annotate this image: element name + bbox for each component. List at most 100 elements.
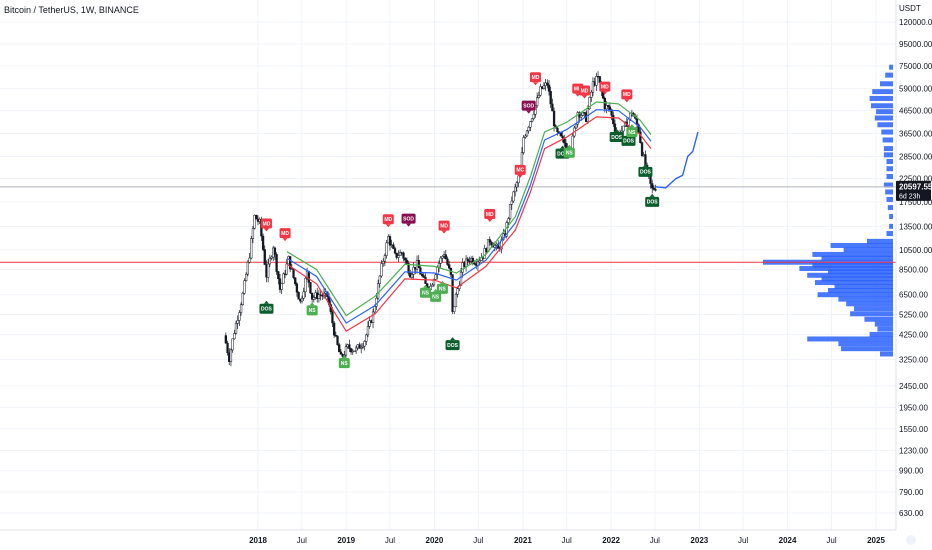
- candle-body: [512, 191, 515, 202]
- candle-body: [588, 97, 591, 110]
- candle-body: [395, 252, 398, 258]
- current-price-countdown: 6d 23h: [899, 193, 921, 200]
- signal-dos[interactable]: DOS: [609, 129, 624, 143]
- svg-text:MD: MD: [532, 75, 540, 81]
- svg-text:DOS: DOS: [557, 151, 569, 157]
- candle-body: [236, 320, 239, 324]
- time-tick-label: 2022: [602, 536, 620, 545]
- candle-body: [302, 291, 305, 299]
- price-tick-label: 8500.00: [899, 266, 928, 275]
- candle-body: [361, 345, 365, 348]
- candle-body: [388, 236, 392, 246]
- signal-ns[interactable]: NS: [626, 124, 638, 138]
- volume-profile-bar: [843, 247, 893, 253]
- candle-body: [644, 154, 647, 166]
- price-tick-label: 22500.00: [899, 175, 932, 184]
- signal-sod[interactable]: SOD: [401, 213, 416, 227]
- signal-ns[interactable]: NS: [436, 280, 448, 294]
- candle-body: [591, 81, 595, 93]
- candle-body: [483, 248, 486, 259]
- candle-body: [451, 274, 454, 312]
- volume-profile-bar: [812, 251, 893, 257]
- candle-body: [385, 242, 388, 256]
- candle-body: [488, 239, 491, 243]
- candle-body: [473, 262, 476, 265]
- volume-profile-bar: [885, 72, 893, 78]
- projection-path: [655, 131, 699, 189]
- chart-title: Bitcoin / TetherUS, 1W, BINANCE: [4, 5, 139, 15]
- signal-md[interactable]: MD: [529, 72, 541, 86]
- band-blue: [286, 109, 652, 324]
- candle-body: [354, 347, 358, 352]
- signal-ns[interactable]: NS: [306, 302, 318, 316]
- candle-body: [297, 291, 300, 300]
- volume-profile-bar: [886, 166, 893, 172]
- signal-ns[interactable]: NS: [563, 144, 575, 158]
- volume-profile-bar: [838, 341, 893, 347]
- volume-profile-bar: [799, 266, 893, 272]
- signal-dos[interactable]: DOS: [638, 163, 653, 177]
- svg-text:MD: MD: [281, 231, 289, 237]
- auto-scale-button[interactable]: [906, 535, 916, 545]
- candle-body: [466, 258, 469, 262]
- candle-body: [234, 323, 238, 334]
- candle-body: [590, 91, 593, 98]
- signal-md[interactable]: MD: [382, 214, 394, 228]
- signal-dos[interactable]: DOS: [445, 337, 460, 351]
- signal-md[interactable]: MD: [279, 228, 291, 242]
- time-tick-label: 2019: [337, 536, 355, 545]
- svg-text:DOS: DOS: [623, 139, 635, 145]
- price-tick-label: 36500.00: [899, 129, 932, 138]
- volume-profile-bar: [838, 296, 893, 302]
- candle-body: [226, 342, 229, 354]
- candle-body: [454, 294, 458, 308]
- candle-body: [444, 254, 447, 260]
- time-tick-label: 2023: [690, 536, 708, 545]
- signal-md[interactable]: MD: [484, 209, 496, 223]
- volume-profile-bar: [886, 174, 893, 180]
- svg-text:MD: MD: [574, 86, 582, 92]
- volume-profile-bar: [886, 231, 893, 237]
- signal-ns[interactable]: NS: [338, 355, 350, 369]
- candle-body: [420, 273, 424, 276]
- volume-profile-bar: [869, 331, 893, 337]
- candle-body: [459, 271, 463, 286]
- signal-md[interactable]: MD: [599, 81, 611, 95]
- signal-md[interactable]: MD: [260, 218, 272, 232]
- volume-profile-bar: [812, 262, 893, 268]
- candle-body: [607, 105, 610, 108]
- candle-body: [358, 344, 361, 349]
- signal-md[interactable]: MD: [579, 85, 591, 99]
- volume-profile-bar: [841, 346, 893, 352]
- candle-body: [288, 256, 292, 270]
- volume-profile-bar: [882, 137, 893, 143]
- candle-body: [612, 115, 615, 125]
- candle-body: [564, 142, 568, 148]
- volume-profile-bar: [807, 272, 893, 278]
- svg-text:MC: MC: [516, 168, 524, 174]
- volume-profile-bar: [850, 311, 893, 317]
- signal-md[interactable]: MD: [438, 220, 450, 234]
- volume-profile: [763, 64, 893, 357]
- signal-dos[interactable]: DOS: [259, 300, 274, 314]
- signal-sod[interactable]: SOD: [521, 100, 536, 114]
- time-tick-label: 2024: [779, 536, 797, 545]
- signal-dos[interactable]: DOS: [645, 193, 660, 207]
- candle-body: [579, 115, 583, 118]
- candle-body: [245, 273, 248, 281]
- candle-body: [334, 334, 337, 337]
- candle-body: [532, 114, 535, 119]
- candle-body: [453, 306, 456, 312]
- time-tick-label: Jul: [650, 536, 660, 545]
- candle-body: [551, 103, 554, 112]
- candle-body: [224, 335, 228, 344]
- signal-mc[interactable]: MC: [514, 164, 526, 178]
- signal-ns[interactable]: NS: [419, 284, 431, 298]
- volume-profile-bar: [874, 321, 893, 327]
- signal-md[interactable]: MD: [621, 89, 633, 103]
- candle-body: [530, 118, 534, 122]
- signal-ns[interactable]: NS: [430, 288, 442, 302]
- time-tick-label: 2025: [867, 536, 885, 545]
- time-tick-label: Jul: [826, 536, 836, 545]
